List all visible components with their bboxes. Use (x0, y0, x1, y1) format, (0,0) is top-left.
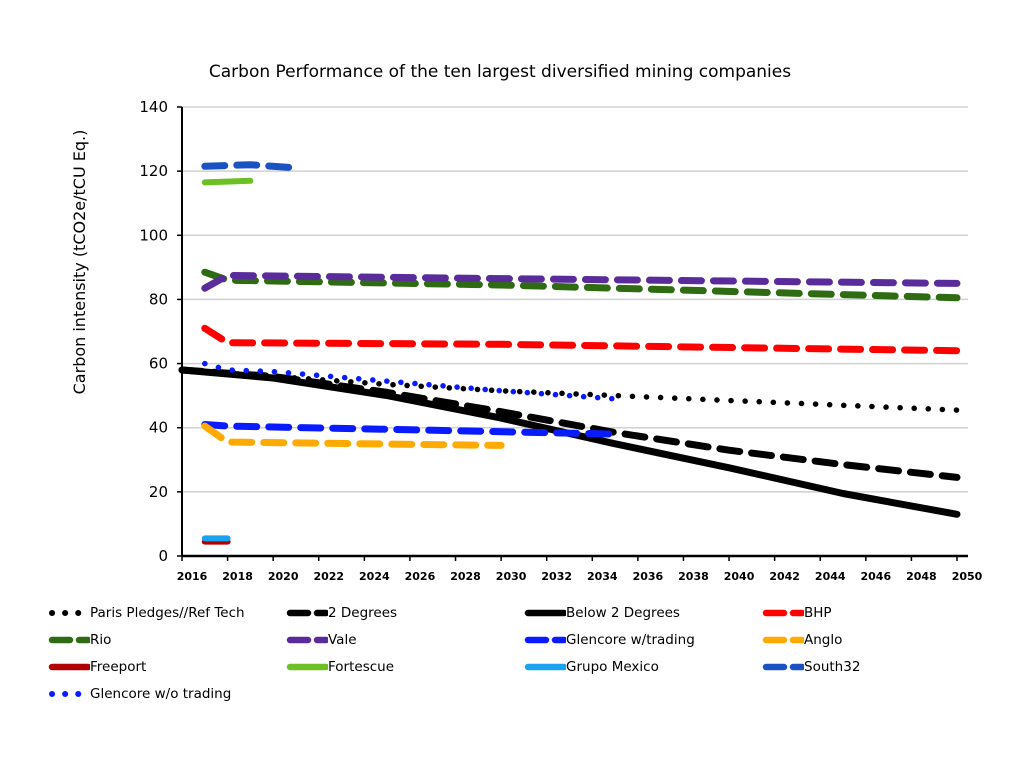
x-tick-label: 2046 (861, 570, 892, 583)
y-tick-label: 140 (139, 98, 168, 116)
chart-plot: Carbon Performance of the ten largest di… (70, 62, 983, 583)
y-tick-label: 40 (149, 419, 168, 437)
legend-swatch (524, 663, 566, 671)
legend-swatch (762, 609, 804, 617)
series-line-south32 (201, 161, 300, 172)
legend-item: Vale (286, 631, 524, 649)
legend-label: Below 2 Degrees (566, 605, 680, 621)
x-tick-label: 2048 (906, 570, 937, 583)
x-tick-label: 2042 (769, 570, 800, 583)
series-line-bhp (201, 324, 961, 355)
legend-label: BHP (804, 605, 832, 621)
series-line-paris-pledges-ref-tech (179, 367, 960, 413)
y-tick-label: 20 (149, 483, 168, 501)
legend-swatch (524, 609, 566, 617)
x-tick-label: 2022 (313, 570, 344, 583)
series-line-vale (201, 271, 961, 292)
legend-label: Vale (328, 632, 357, 648)
chart-title: Carbon Performance of the ten largest di… (209, 62, 791, 82)
legend-swatch (762, 663, 804, 671)
series-line-fortescue (201, 177, 254, 186)
legend-item: Paris Pledges//Ref Tech (48, 604, 286, 622)
legend: Paris Pledges//Ref Tech 2 Degrees Below 2 … (48, 604, 988, 703)
legend-label: Paris Pledges//Ref Tech (90, 605, 245, 621)
x-tick-label: 2024 (359, 570, 390, 583)
x-tick-label: 2034 (587, 570, 618, 583)
legend-label: Grupo Mexico (566, 659, 659, 675)
y-tick-label: 60 (149, 355, 168, 373)
x-tick-label: 2036 (633, 570, 664, 583)
legend-label: 2 Degrees (328, 605, 398, 621)
legend-swatch (48, 663, 90, 671)
series-line-rio (201, 268, 961, 302)
legend-item: Glencore w/trading (524, 631, 762, 649)
x-tick-label: 2020 (268, 570, 299, 583)
legend-label: South32 (804, 659, 861, 675)
legend-label: Freeport (90, 659, 147, 675)
legend-swatch (49, 610, 90, 616)
x-tick-label: 2038 (678, 570, 709, 583)
series-line-glencore-w-trading (201, 421, 619, 438)
legend-label: Fortescue (328, 659, 395, 675)
legend-swatch (286, 663, 328, 671)
x-tick-label: 2050 (952, 570, 983, 583)
legend-swatch (49, 691, 90, 697)
legend-swatch (524, 636, 566, 644)
legend-item: 2 Degrees (286, 604, 524, 622)
y-tick-label: 100 (139, 226, 168, 244)
legend-item: Grupo Mexico (524, 658, 762, 676)
legend-item: Freeport (48, 658, 286, 676)
x-tick-label: 2026 (405, 570, 436, 583)
x-tick-label: 2030 (496, 570, 527, 583)
series-line-glencore-w-o-trading (202, 360, 618, 402)
series-line-anglo (201, 422, 505, 449)
legend-swatch (286, 609, 328, 617)
y-tick-label: 80 (149, 290, 168, 308)
x-tick-label: 2040 (724, 570, 755, 583)
legend-item: South32 (762, 658, 982, 676)
legend-swatch (762, 636, 804, 644)
legend-item: Anglo (762, 631, 982, 649)
legend-item: BHP (762, 604, 982, 622)
legend-swatch (48, 636, 90, 644)
legend-item: Glencore w/o trading (48, 685, 286, 703)
x-tick-label: 2028 (450, 570, 481, 583)
legend-label: Glencore w/trading (566, 632, 695, 648)
x-tick-label: 2018 (222, 570, 253, 583)
series-line-2-degrees (178, 366, 961, 481)
x-tick-label: 2016 (177, 570, 208, 583)
y-tick-label: 0 (158, 547, 168, 565)
x-tick-label: 2032 (541, 570, 572, 583)
legend-swatch (286, 636, 328, 644)
x-tick-label: 2044 (815, 570, 846, 583)
legend-item: Below 2 Degrees (524, 604, 762, 622)
legend-item: Fortescue (286, 658, 524, 676)
legend-label: Rio (90, 632, 112, 648)
legend-item: Rio (48, 631, 286, 649)
y-axis-label: Carbon intensity (tCO2e/tCU Eq.) (70, 130, 89, 395)
legend-label: Glencore w/o trading (90, 686, 232, 702)
legend-label: Anglo (804, 632, 843, 648)
y-tick-label: 120 (139, 162, 168, 180)
